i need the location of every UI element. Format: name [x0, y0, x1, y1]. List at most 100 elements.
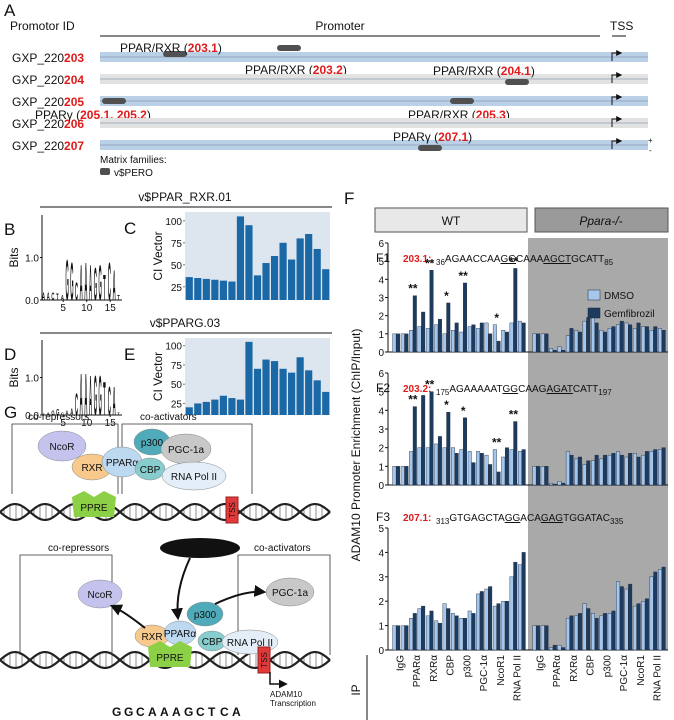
y-axis-label: Bits — [7, 367, 21, 387]
motif-letter: A — [160, 705, 169, 719]
logo-letter: G — [98, 364, 101, 427]
id-prefix: GXP_220 — [12, 95, 64, 109]
protein-label: RXR — [141, 632, 162, 643]
motif-letter: A — [148, 705, 157, 719]
legend-label: DMSO — [604, 291, 634, 302]
group-label: co-repressors — [28, 412, 89, 423]
bar — [446, 608, 451, 651]
y-tick-label: 0 — [378, 348, 384, 359]
id-suffix: 205 — [64, 95, 84, 109]
x-tick-label: PGC-1α — [479, 655, 490, 692]
site-ref: 203.1: — [403, 254, 431, 265]
bar — [236, 399, 245, 415]
bar — [552, 644, 557, 651]
bar — [417, 447, 422, 486]
bar — [586, 608, 591, 651]
bar — [649, 451, 654, 486]
bar — [488, 586, 493, 651]
bar — [644, 598, 649, 651]
logo-letter: A — [89, 255, 92, 311]
logo-letter: C — [51, 291, 54, 303]
bar — [549, 647, 554, 651]
bar — [658, 449, 662, 486]
y-tick-label: 2 — [378, 312, 384, 323]
bar — [305, 370, 313, 415]
bar — [549, 482, 554, 486]
subpanel-label: F3 — [376, 510, 390, 524]
seq-part: GAG — [541, 513, 563, 524]
bar — [561, 349, 566, 353]
binding-site — [450, 98, 474, 104]
protein-label: CBP — [202, 637, 223, 648]
bar — [521, 552, 526, 651]
bar — [219, 280, 227, 300]
logo-letter: T — [42, 414, 45, 416]
logo-letter: A — [47, 412, 50, 415]
bar — [513, 268, 518, 353]
bar — [425, 615, 430, 651]
bar — [454, 453, 459, 486]
drug — [160, 538, 240, 558]
legend-item: v$PERO — [114, 168, 153, 179]
bar — [624, 456, 629, 486]
bar — [569, 454, 574, 486]
logo-letter: G — [70, 253, 73, 312]
y-tick-label: 100 — [165, 342, 182, 353]
x-tick-label: RXRα — [429, 655, 440, 682]
bar — [396, 333, 400, 353]
bar — [574, 458, 579, 486]
x-tick-label: 10 — [81, 418, 93, 429]
bar — [425, 447, 430, 486]
bar — [594, 618, 599, 651]
group-name: WT — [442, 214, 461, 228]
bar — [628, 324, 633, 353]
bar — [245, 341, 253, 415]
subpanel-label: F2 — [376, 381, 390, 395]
bar — [396, 466, 400, 486]
logo-letter: T — [103, 374, 106, 426]
bar — [488, 333, 493, 353]
site-name: ) — [343, 63, 347, 77]
bar — [245, 225, 253, 300]
bar — [574, 330, 579, 353]
bar — [557, 481, 562, 486]
bar — [577, 331, 582, 353]
bar — [565, 618, 570, 651]
bar — [661, 566, 666, 651]
tss-box — [257, 646, 271, 674]
bar — [632, 453, 637, 486]
promoter-id: GXP_220205 — [12, 95, 84, 109]
bar — [577, 456, 582, 486]
bar — [409, 451, 414, 486]
x-tick-label: NcoR1 — [496, 655, 507, 686]
promoter-id: GXP_220207 — [12, 139, 84, 153]
protein — [77, 579, 123, 609]
bar — [536, 625, 540, 651]
group-background — [528, 238, 668, 650]
x-tick-label: 15 — [105, 303, 117, 314]
seq-part: TGGATAC — [563, 513, 610, 524]
bar — [429, 610, 434, 651]
bar — [549, 348, 554, 353]
strand-mark: - — [649, 146, 652, 155]
arrow — [214, 585, 267, 605]
site-name: PPAR/RXR ( — [245, 63, 313, 77]
bar — [467, 610, 472, 651]
panel-label: F — [344, 189, 354, 208]
bar — [599, 330, 604, 353]
arrow — [171, 557, 191, 621]
bar — [557, 346, 562, 353]
seq-part: GG — [505, 513, 521, 524]
binding-site — [505, 79, 529, 85]
bar — [400, 333, 405, 353]
column-header: TSS — [610, 19, 633, 33]
tss-label: TSS — [260, 652, 269, 668]
y-tick-label: 2 — [378, 444, 384, 455]
bar — [262, 359, 270, 415]
site-sequence: 175AGAAAAATGGCAAGAGATCATT197 — [436, 384, 612, 397]
seq-part: AGAACCAA — [445, 254, 501, 265]
bar — [421, 311, 426, 353]
bar — [607, 613, 612, 651]
significance: ** — [509, 254, 519, 268]
bar — [421, 605, 426, 651]
